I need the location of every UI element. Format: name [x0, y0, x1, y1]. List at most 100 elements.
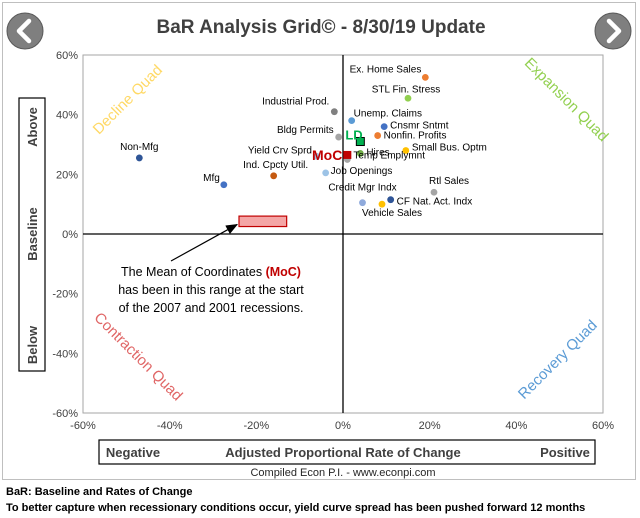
moc-range-layer [238, 215, 288, 228]
point-label: Ex. Home Sales [350, 64, 422, 75]
point-label: Non-Mfg [120, 142, 158, 153]
point-yield-crv-sprd: Yield Crv Sprd [248, 145, 321, 160]
y-axis-bottom-label: Below [25, 325, 40, 364]
moc-marker-label: MoC [312, 147, 342, 163]
x-axis-right-label: Positive [540, 445, 590, 460]
point-label: Ind. Cpcty Util. [243, 160, 308, 171]
point-label: Small Bus. Optm [412, 142, 487, 153]
point-marker [402, 147, 410, 154]
previous-button[interactable] [6, 12, 44, 50]
footer-line-2: To better capture when recessionary cond… [6, 502, 586, 514]
point-non-mfg: Non-Mfg [120, 142, 159, 162]
point-label: Yield Crv Sprd [248, 145, 312, 156]
point-label: Nonfin. Profits [384, 131, 447, 142]
point-label: Industrial Prod. [262, 97, 329, 108]
chevron-left-icon [16, 18, 32, 44]
point-label: Cnsmr Sntmt [390, 121, 449, 132]
chevron-right-icon [606, 18, 622, 44]
point-rtl-sales: Rtl Sales [429, 176, 469, 196]
ld-marker-label: LD [345, 128, 362, 143]
quadrant-label-decline-quad: Decline Quad [90, 62, 166, 138]
point-label: Credit Mgr Indx [328, 183, 396, 194]
point-label: Unemp. Claims [354, 109, 422, 120]
annotation-line-3: of the 2007 and 2001 recessions. [119, 301, 304, 315]
point-label: Vehicle Sales [362, 208, 422, 219]
point-marker [135, 154, 143, 162]
quadrant-label-contraction-quad: Contraction Quad [91, 309, 186, 404]
point-marker [374, 132, 382, 139]
y-tick-label: 20% [56, 169, 78, 181]
y-tick-label: -20% [52, 289, 78, 301]
point-cnsmr-sntmt: Cnsmr Sntmt [380, 121, 449, 132]
point-label: Mfg [203, 173, 220, 184]
point-marker [359, 199, 366, 207]
point-marker [356, 150, 364, 157]
quadrant-labels: Expansion Quad Decline Quad Contraction Qu… [90, 55, 612, 405]
y-tick-label: 0% [62, 229, 78, 241]
point-marker [404, 94, 412, 102]
point-industrial-prod: Industrial Prod. [262, 97, 338, 116]
point-label: Job Openings [331, 166, 393, 177]
x-axis-label: Adjusted Proportional Rate of Change [225, 445, 460, 460]
next-button-bg[interactable] [594, 12, 632, 50]
annotation-line-2: has been in this range at the start [118, 283, 304, 297]
point-marker [335, 133, 343, 141]
point-cf-nat-act-indx: CF Nat. Act. Indx [387, 196, 473, 208]
point-label: Rtl Sales [429, 176, 469, 187]
chart-credit: Compiled Econ P.I. - www.econpi.com [250, 467, 435, 479]
x-tick-label: 40% [505, 420, 527, 432]
point-unemp-claims: Unemp. Claims [348, 109, 422, 125]
point-marker [387, 196, 395, 204]
x-tick-label: 0% [335, 420, 351, 432]
point-small-bus-optm: Small Bus. Optm [402, 142, 487, 154]
point-mfg: Mfg [203, 173, 228, 189]
point-label: CF Nat. Act. Indx [397, 197, 473, 208]
y-tick-label: -60% [52, 408, 78, 420]
point-marker [380, 123, 388, 130]
moc-annotation: The Mean of Coordinates (MoC) has been in… [118, 223, 304, 315]
moc-range-box [238, 215, 288, 228]
next-button[interactable] [594, 12, 632, 50]
point-nonfin-profits: Nonfin. Profits [374, 131, 446, 142]
point-marker [330, 108, 338, 116]
point-marker [348, 117, 356, 125]
annotation-line-1: The Mean of Coordinates (MoC) [121, 265, 301, 279]
y-tick-label: 40% [56, 110, 78, 122]
points-layer: Ex. Home Sales STL Fin. Stress Industrial … [120, 64, 487, 219]
point-marker [270, 172, 278, 180]
bar-analysis-chart: BaR Analysis Grid© - 8/30/19 Update Expa… [6, 12, 632, 479]
y-axis-label-box: Above Baseline Below [18, 97, 46, 372]
chart-title: BaR Analysis Grid© - 8/30/19 Update [156, 17, 485, 38]
ld-marker [355, 137, 365, 147]
quadrant-label-expansion-quad: Expansion Quad [521, 55, 611, 145]
point-stl-fin-stress: STL Fin. Stress [372, 84, 441, 102]
point-label: STL Fin. Stress [372, 84, 441, 95]
point-marker [430, 188, 438, 196]
chart-frame: BaR Analysis Grid© - 8/30/19 Update Expa… [2, 2, 636, 480]
previous-button-bg[interactable] [6, 12, 44, 50]
point-job-openings: Job Openings [322, 166, 392, 177]
y-tick-label: 60% [56, 50, 78, 62]
point-ex-home-sales: Ex. Home Sales [350, 64, 429, 81]
footer-line-1: BaR: Baseline and Rates of Change [6, 486, 193, 498]
tick-labels: -60% -40% -20% 0% 20% 40% 60% 60% 40% 20% 0% -20% -4… [52, 50, 614, 432]
point-marker [378, 200, 386, 208]
point-ind-cpcty-util: Ind. Cpcty Util. [243, 160, 308, 180]
point-label: Hires [366, 147, 389, 158]
x-tick-label: 60% [592, 420, 614, 432]
point-credit-mgr-indx: Credit Mgr Indx [328, 183, 397, 207]
x-axis-label-box: Negative Adjusted Proportional Rate of C… [98, 439, 596, 465]
x-tick-label: 20% [419, 420, 441, 432]
annotation-arrow [170, 223, 239, 262]
marker-moc: MoC [312, 147, 352, 163]
point-vehicle-sales: Vehicle Sales [362, 200, 422, 219]
quadrant-label-recovery-quad: Recovery Quad [515, 317, 601, 403]
y-axis-label: Baseline [25, 207, 40, 260]
x-tick-label: -40% [157, 420, 183, 432]
x-axis-left-label: Negative [106, 445, 160, 460]
point-marker [313, 153, 321, 160]
point-temp-emplymnt: Temp Emplymnt [343, 150, 425, 163]
point-marker [220, 181, 228, 189]
point-marker [421, 73, 429, 81]
